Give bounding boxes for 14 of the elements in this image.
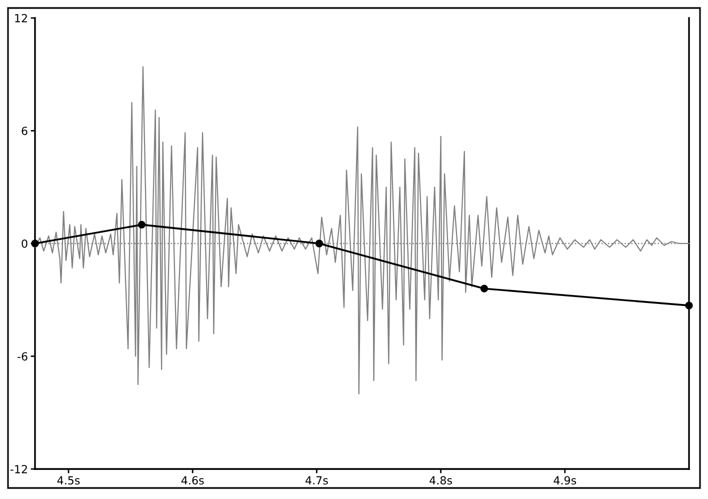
x-tick-label: 4.8s [430, 476, 452, 485]
y-tick-label: 0 [22, 239, 28, 248]
x-tick-label: 4.5s [57, 476, 80, 485]
y-tick-label: 12 [15, 14, 27, 22]
x-tick-label: 4.6s [181, 476, 204, 485]
x-tick-label: 4.9s [554, 476, 576, 485]
y-tick-label: -6 [18, 352, 28, 361]
point [138, 220, 146, 229]
point [315, 240, 324, 248]
point [685, 302, 693, 310]
y-tick-label: 6 [22, 126, 28, 136]
x-tick-label: 4.7s [306, 476, 328, 485]
point [480, 284, 488, 292]
y-tick-label: -12 [10, 464, 27, 474]
